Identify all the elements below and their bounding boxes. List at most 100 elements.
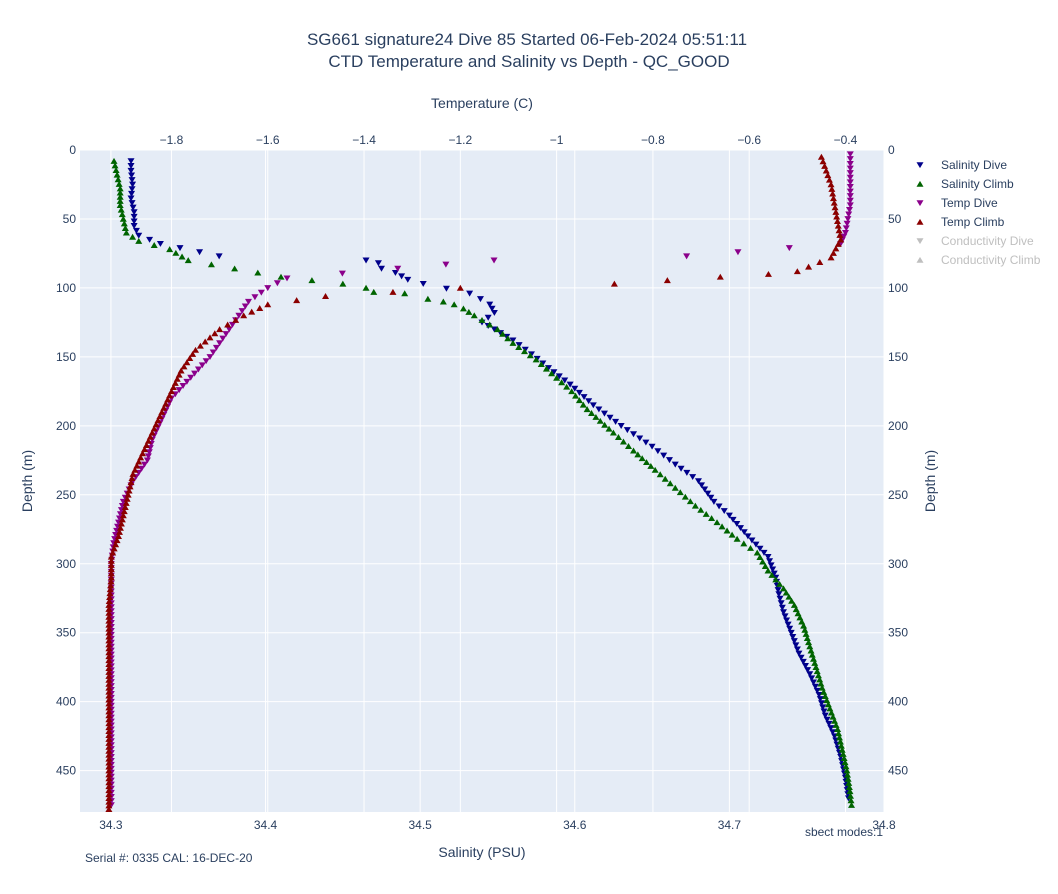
data-point xyxy=(122,229,130,236)
data-point xyxy=(442,285,450,292)
legend-item[interactable]: Salinity Climb xyxy=(916,177,1015,191)
data-point xyxy=(846,197,854,204)
data-point xyxy=(273,280,281,287)
data-point xyxy=(339,280,347,287)
data-point xyxy=(651,466,659,473)
legend-label: Temp Climb xyxy=(941,215,1005,229)
data-point xyxy=(106,594,114,601)
data-point xyxy=(845,211,853,218)
data-point xyxy=(764,567,772,574)
data-point xyxy=(107,561,115,568)
series-salinity-climb xyxy=(110,157,856,808)
data-point xyxy=(127,163,135,170)
data-point xyxy=(125,487,133,494)
data-point xyxy=(660,452,668,459)
data-point xyxy=(846,151,854,158)
series-temp-climb xyxy=(105,153,845,813)
data-point xyxy=(105,668,113,675)
legend-item[interactable]: Temp Dive xyxy=(916,196,999,210)
data-point xyxy=(671,461,679,468)
data-point xyxy=(105,633,113,640)
data-point xyxy=(118,211,126,218)
data-point xyxy=(708,515,716,522)
data-point xyxy=(389,288,397,295)
data-point xyxy=(813,668,821,675)
data-point xyxy=(499,330,507,337)
data-point xyxy=(116,524,124,531)
data-point xyxy=(580,394,588,401)
data-point xyxy=(677,465,685,472)
data-point xyxy=(293,297,301,304)
data-point xyxy=(130,218,138,225)
data-point xyxy=(821,693,829,699)
data-point xyxy=(843,767,851,774)
chart-title: SG661 signature24 Dive 85 Started 06-Feb… xyxy=(307,30,747,49)
legend-item[interactable]: Conductivity Dive xyxy=(916,234,1035,248)
data-point xyxy=(128,186,136,193)
data-point xyxy=(115,528,123,535)
data-point xyxy=(833,218,841,225)
data-point xyxy=(322,293,330,299)
data-point xyxy=(107,578,115,585)
data-point xyxy=(105,771,113,778)
data-point xyxy=(790,638,798,645)
data-point xyxy=(834,222,842,229)
data-point xyxy=(105,692,113,699)
legend-marker-icon xyxy=(916,180,924,187)
data-point xyxy=(782,589,790,596)
salinity-tick-label: 34.3 xyxy=(99,818,123,832)
data-point xyxy=(571,385,579,392)
legend-item[interactable]: Salinity Dive xyxy=(916,158,1008,172)
data-point xyxy=(579,401,587,408)
data-point xyxy=(619,438,627,445)
data-point xyxy=(768,571,776,578)
temperature-tick-label: −1 xyxy=(550,133,564,147)
legend-marker-icon xyxy=(916,218,924,225)
data-point xyxy=(843,220,851,227)
data-point xyxy=(127,479,135,486)
data-point xyxy=(827,709,835,716)
data-point xyxy=(105,645,113,652)
data-point xyxy=(107,582,115,589)
data-point xyxy=(818,684,826,691)
serial-cal-note: Serial #: 0335 CAL: 16-DEC-20 xyxy=(85,851,253,865)
data-point xyxy=(515,344,523,351)
legend-item[interactable]: Temp Climb xyxy=(916,215,1005,229)
data-point xyxy=(225,326,233,333)
data-point xyxy=(456,284,464,291)
data-point xyxy=(209,349,217,356)
data-point xyxy=(760,549,768,556)
data-point xyxy=(775,591,783,598)
data-point xyxy=(105,700,113,707)
salinity-tick-label: 34.6 xyxy=(563,818,587,832)
data-point xyxy=(442,261,450,268)
data-point xyxy=(128,177,136,184)
data-point xyxy=(526,352,534,359)
data-point xyxy=(179,383,187,389)
data-point xyxy=(119,512,127,519)
data-point xyxy=(825,720,833,727)
data-point xyxy=(828,185,836,192)
data-point xyxy=(105,747,113,754)
data-point xyxy=(184,257,192,264)
data-point xyxy=(105,629,113,636)
data-point xyxy=(106,590,114,597)
data-point xyxy=(555,373,563,380)
depth-tick-label-left: 100 xyxy=(56,281,76,295)
data-point xyxy=(795,650,803,657)
data-point xyxy=(589,402,597,409)
data-point xyxy=(509,339,517,346)
depth-axis-label-right: Depth (m) xyxy=(922,450,938,512)
legend-label: Temp Dive xyxy=(941,196,998,210)
depth-tick-label-right: 300 xyxy=(888,557,908,571)
sbect-modes-note: sbect modes:1 xyxy=(805,825,883,839)
data-point xyxy=(839,750,847,757)
depth-tick-label-right: 50 xyxy=(888,212,902,226)
legend-item[interactable]: Conductivity Climb xyxy=(916,253,1041,267)
data-point xyxy=(847,797,855,804)
data-point xyxy=(105,653,113,660)
temperature-tick-label: −1.8 xyxy=(160,133,184,147)
data-point xyxy=(812,664,820,670)
data-point xyxy=(811,683,819,690)
data-point xyxy=(821,712,829,719)
